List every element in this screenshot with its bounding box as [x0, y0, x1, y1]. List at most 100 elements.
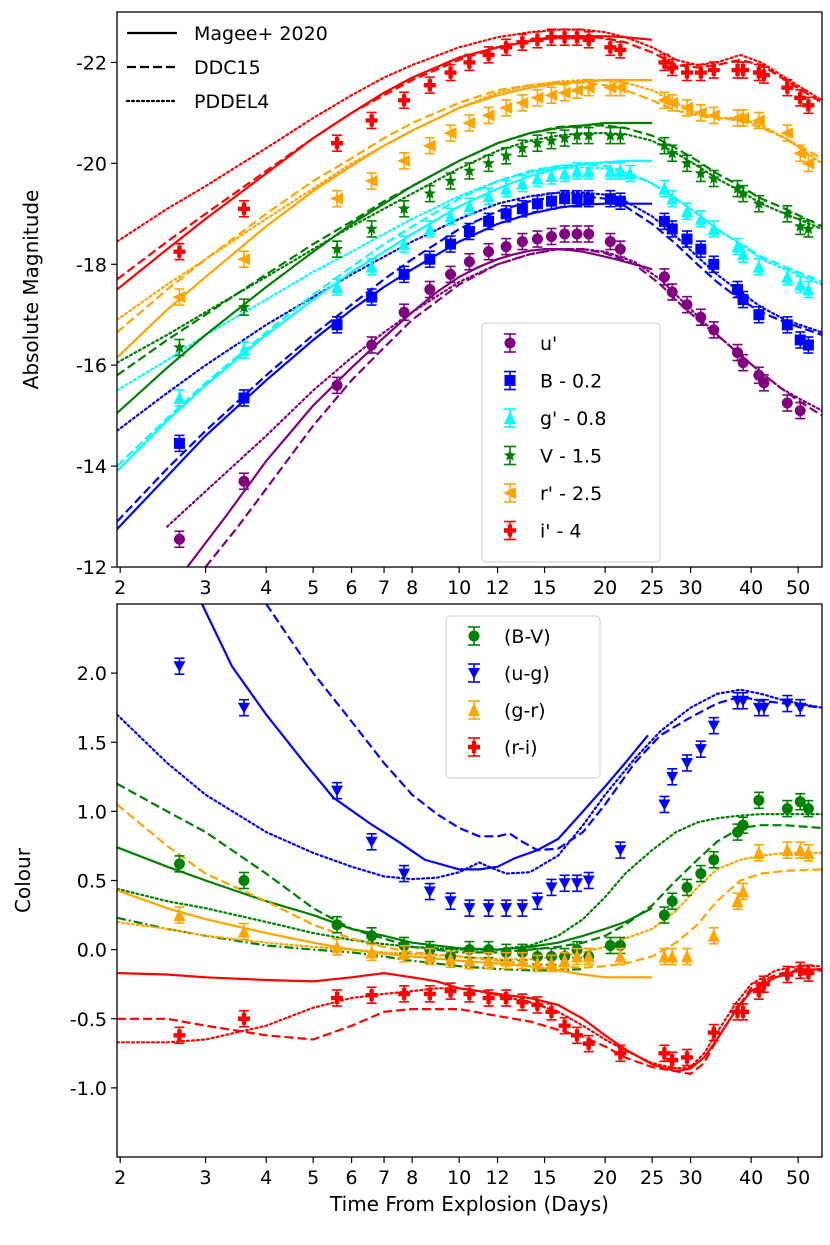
data-point — [544, 89, 558, 102]
data-point — [463, 225, 475, 237]
y-axis-ticks: -1.0 -0.5 0.0 0.5 1.0 1.5 2.0 — [70, 663, 117, 1100]
data-point — [173, 533, 185, 545]
data-point — [582, 1037, 595, 1050]
data-point — [173, 661, 186, 673]
data-point — [737, 695, 750, 707]
model-legend-label: Magee+ 2020 — [194, 23, 328, 45]
data-series-gr — [173, 841, 815, 973]
data-point — [330, 192, 344, 205]
data-point — [794, 334, 806, 346]
data-point — [558, 31, 571, 44]
data-point — [693, 106, 707, 119]
model-curve-gr-dashed — [117, 803, 822, 969]
data-point — [571, 193, 583, 205]
data-point — [516, 953, 529, 967]
data-point — [463, 903, 476, 915]
data-point — [330, 242, 344, 255]
data-point — [582, 875, 595, 887]
data-point — [571, 31, 584, 44]
data-point — [752, 197, 766, 209]
data-point — [558, 131, 571, 144]
data-point — [658, 1047, 671, 1060]
data-point — [559, 228, 571, 240]
data-point — [707, 172, 720, 184]
data-series-r — [172, 78, 815, 306]
data-point — [443, 127, 457, 140]
data-point — [482, 48, 495, 61]
data-point — [365, 259, 378, 273]
data-point — [583, 193, 595, 205]
x-tick-label: 10 — [447, 577, 471, 599]
light-curve-panel: 2 3 4 5 6 7 8 10 12 15 20 25 30 40 50 -12 -14 -16 -18 -20 -2… — [19, 11, 823, 599]
data-point — [614, 129, 627, 141]
legend-label: (B-V) — [504, 626, 551, 648]
data-point — [423, 187, 436, 199]
data-point — [753, 794, 765, 806]
model-curve-u-solid — [186, 248, 653, 567]
model-curve-i-dotted — [117, 28, 822, 243]
data-point — [582, 949, 595, 963]
y-tick-label: 0.0 — [77, 940, 107, 962]
data-point — [173, 437, 185, 449]
data-point — [237, 343, 250, 357]
data-series-u — [173, 225, 806, 549]
data-point — [482, 992, 495, 1005]
data-point — [531, 171, 544, 185]
data-point — [398, 946, 411, 960]
data-point — [681, 299, 693, 311]
data-point — [758, 377, 770, 389]
x-tick-label: 2 — [114, 577, 126, 599]
data-point — [516, 141, 529, 154]
data-series-B — [173, 189, 814, 453]
data-point — [500, 149, 513, 162]
data-point — [666, 1054, 679, 1067]
x-tick-label: 30 — [678, 577, 702, 599]
model-curve-BV-dotted — [117, 813, 822, 951]
data-point — [236, 253, 250, 266]
data-point — [681, 1051, 694, 1064]
model-curve-ug-dotted — [117, 688, 822, 881]
data-point — [695, 311, 707, 323]
data-point — [781, 207, 794, 220]
data-point — [694, 744, 707, 756]
data-point — [731, 239, 744, 253]
data-point — [802, 803, 814, 815]
data-point — [731, 182, 744, 194]
data-point — [462, 117, 476, 129]
legend-marker — [468, 630, 480, 642]
data-point — [658, 271, 670, 283]
legend-label: i' - 4 — [540, 521, 582, 543]
data-point — [613, 81, 627, 94]
x-axis-label: Time From Explosion (Days) — [329, 1192, 609, 1216]
data-point — [237, 702, 250, 714]
data-point — [238, 392, 250, 404]
data-point — [614, 845, 627, 857]
data-point — [558, 166, 571, 180]
x-tick-label: 5 — [307, 1167, 319, 1189]
data-point — [482, 903, 495, 915]
data-point — [557, 86, 571, 99]
data-point — [397, 154, 411, 167]
data-point — [614, 163, 627, 177]
data-point — [173, 1029, 186, 1042]
data-point — [658, 799, 671, 811]
x-tick-label: 30 — [678, 1167, 702, 1189]
x-tick-label: 8 — [406, 577, 418, 599]
data-point — [736, 111, 750, 124]
colour-legend-box — [445, 615, 601, 779]
data-point — [737, 294, 749, 306]
data-point — [397, 202, 411, 214]
x-tick-label: 40 — [739, 1167, 763, 1189]
data-point — [365, 114, 378, 127]
data-point — [604, 236, 616, 248]
data-point — [423, 949, 436, 963]
model-curve-ri-solid — [117, 967, 822, 1073]
data-point — [516, 236, 528, 248]
data-point — [545, 882, 558, 894]
data-point — [545, 956, 558, 970]
data-point — [516, 203, 528, 215]
data-point — [482, 953, 495, 967]
data-point — [531, 33, 544, 46]
magnitude-legend: u' B - 0.2 g' - 0.8 V - 1.5 r' - 2.5 i' - 4 — [481, 322, 661, 563]
model-curve-B-solid — [117, 202, 653, 530]
